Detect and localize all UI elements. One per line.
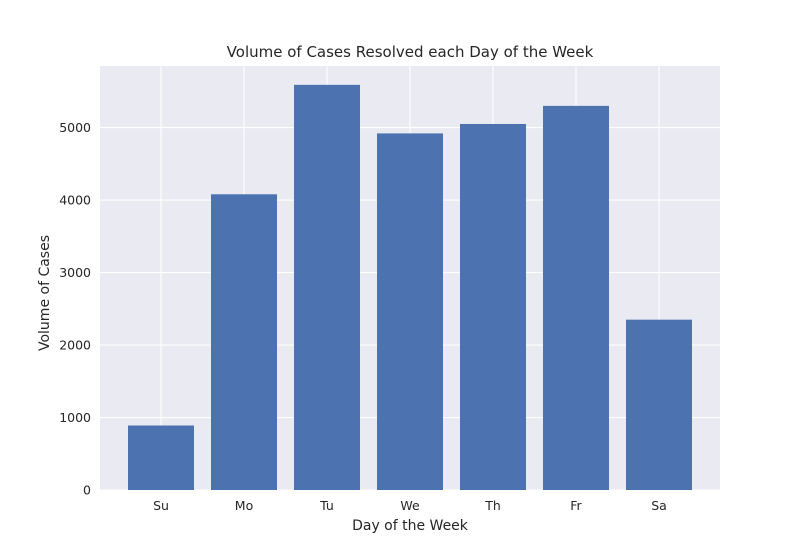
- x-tick-label: Su: [153, 498, 169, 513]
- x-tick-label: Sa: [651, 498, 667, 513]
- x-tick-label: Mo: [235, 498, 253, 513]
- y-axis-label: Volume of Cases: [37, 235, 53, 351]
- bar-we: [377, 133, 443, 490]
- bar-tu: [294, 84, 360, 490]
- y-tick-label: 4000: [59, 193, 91, 208]
- bar-fr: [543, 105, 609, 490]
- bar-su: [128, 425, 194, 490]
- y-tick-label: 3000: [59, 265, 91, 280]
- y-tick-labels: 0 1000 2000 3000 4000 5000: [59, 120, 91, 497]
- x-tick-label: Th: [484, 498, 501, 513]
- y-tick-label: 1000: [59, 410, 91, 425]
- x-tick-label: We: [400, 498, 420, 513]
- x-tick-labels: Su Mo Tu We Th Fr Sa: [153, 498, 667, 513]
- y-tick-label: 5000: [59, 120, 91, 135]
- x-axis-label: Day of the Week: [352, 518, 469, 534]
- bar-mo: [211, 194, 277, 491]
- x-tick-label: Fr: [570, 498, 582, 513]
- y-tick-label: 2000: [59, 338, 91, 353]
- bars: [128, 84, 692, 491]
- bar-sa: [626, 319, 692, 490]
- bar-th: [460, 123, 526, 490]
- y-tick-label: 0: [83, 483, 91, 498]
- x-tick-label: Tu: [319, 498, 334, 513]
- chart-title: Volume of Cases Resolved each Day of the…: [227, 43, 594, 61]
